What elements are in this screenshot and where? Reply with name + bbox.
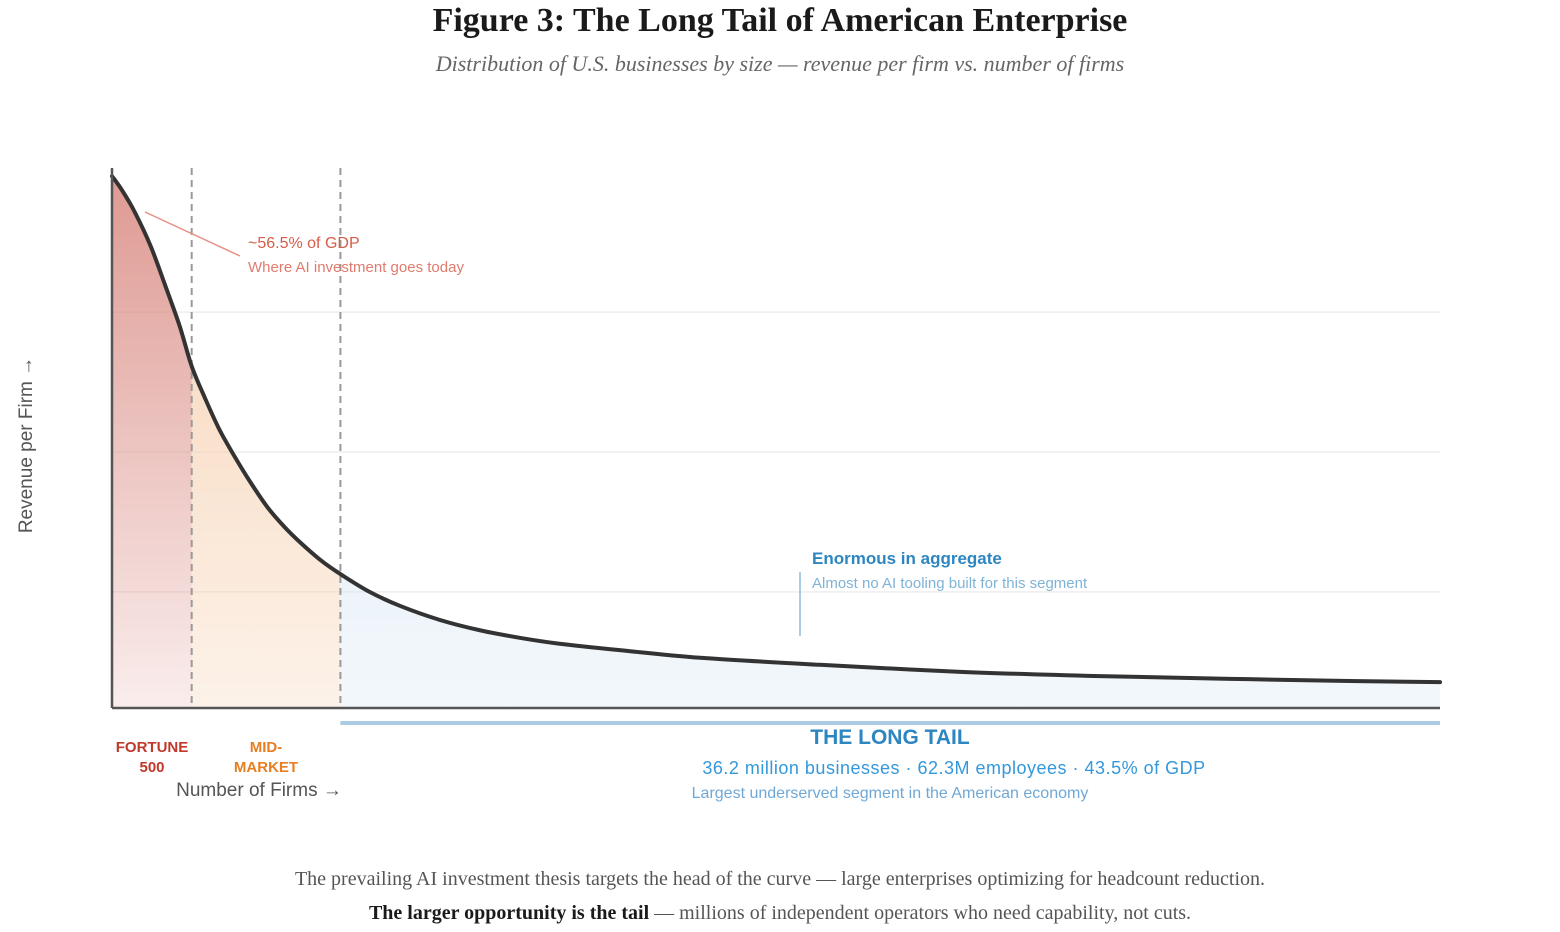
x-axis-label: Number of Firms → (176, 780, 342, 801)
head-annotation-leader (144, 211, 241, 257)
mid-market-label-line1: MID- (250, 739, 283, 756)
mid-market-area (191, 366, 341, 708)
long-tail-label: THE LONG TAIL (810, 726, 970, 749)
caption-line-2: The larger opportunity is the tail — mil… (0, 902, 1560, 925)
caption-line-1: The prevailing AI investment thesis targ… (294, 868, 1266, 890)
caption-emphasis: The larger opportunity is the tail (368, 902, 650, 924)
mid-market-label-line2: MARKET (234, 759, 298, 776)
fortune-500-label-line2: 500 (139, 759, 164, 776)
revenue-curve (110, 174, 1442, 685)
long-tail-stats: 36.2 million businesses · 62.3M employee… (702, 758, 1205, 778)
chart-subtitle: Distribution of U.S. businesses by size … (435, 51, 1125, 76)
y-axis-label: Revenue per Firm → (16, 357, 37, 533)
tail-annotation-headline: Enormous in aggregate (812, 549, 1002, 568)
head-annotation-headline: ~56.5% of GDP (248, 235, 360, 252)
fortune-500-label-line1: FORTUNE (116, 739, 189, 756)
tail-annotation-detail: Almost no AI tooling built for this segm… (812, 575, 1088, 592)
head-annotation-detail: Where AI investment goes today (248, 259, 464, 276)
chart-title: Figure 3: The Long Tail of American Ente… (432, 2, 1128, 39)
caption-line-2-rest: — millions of independent operators who … (649, 902, 1192, 924)
long-tail-area (340, 574, 1440, 708)
long-tail-note: Largest underserved segment in the Ameri… (692, 785, 1089, 802)
